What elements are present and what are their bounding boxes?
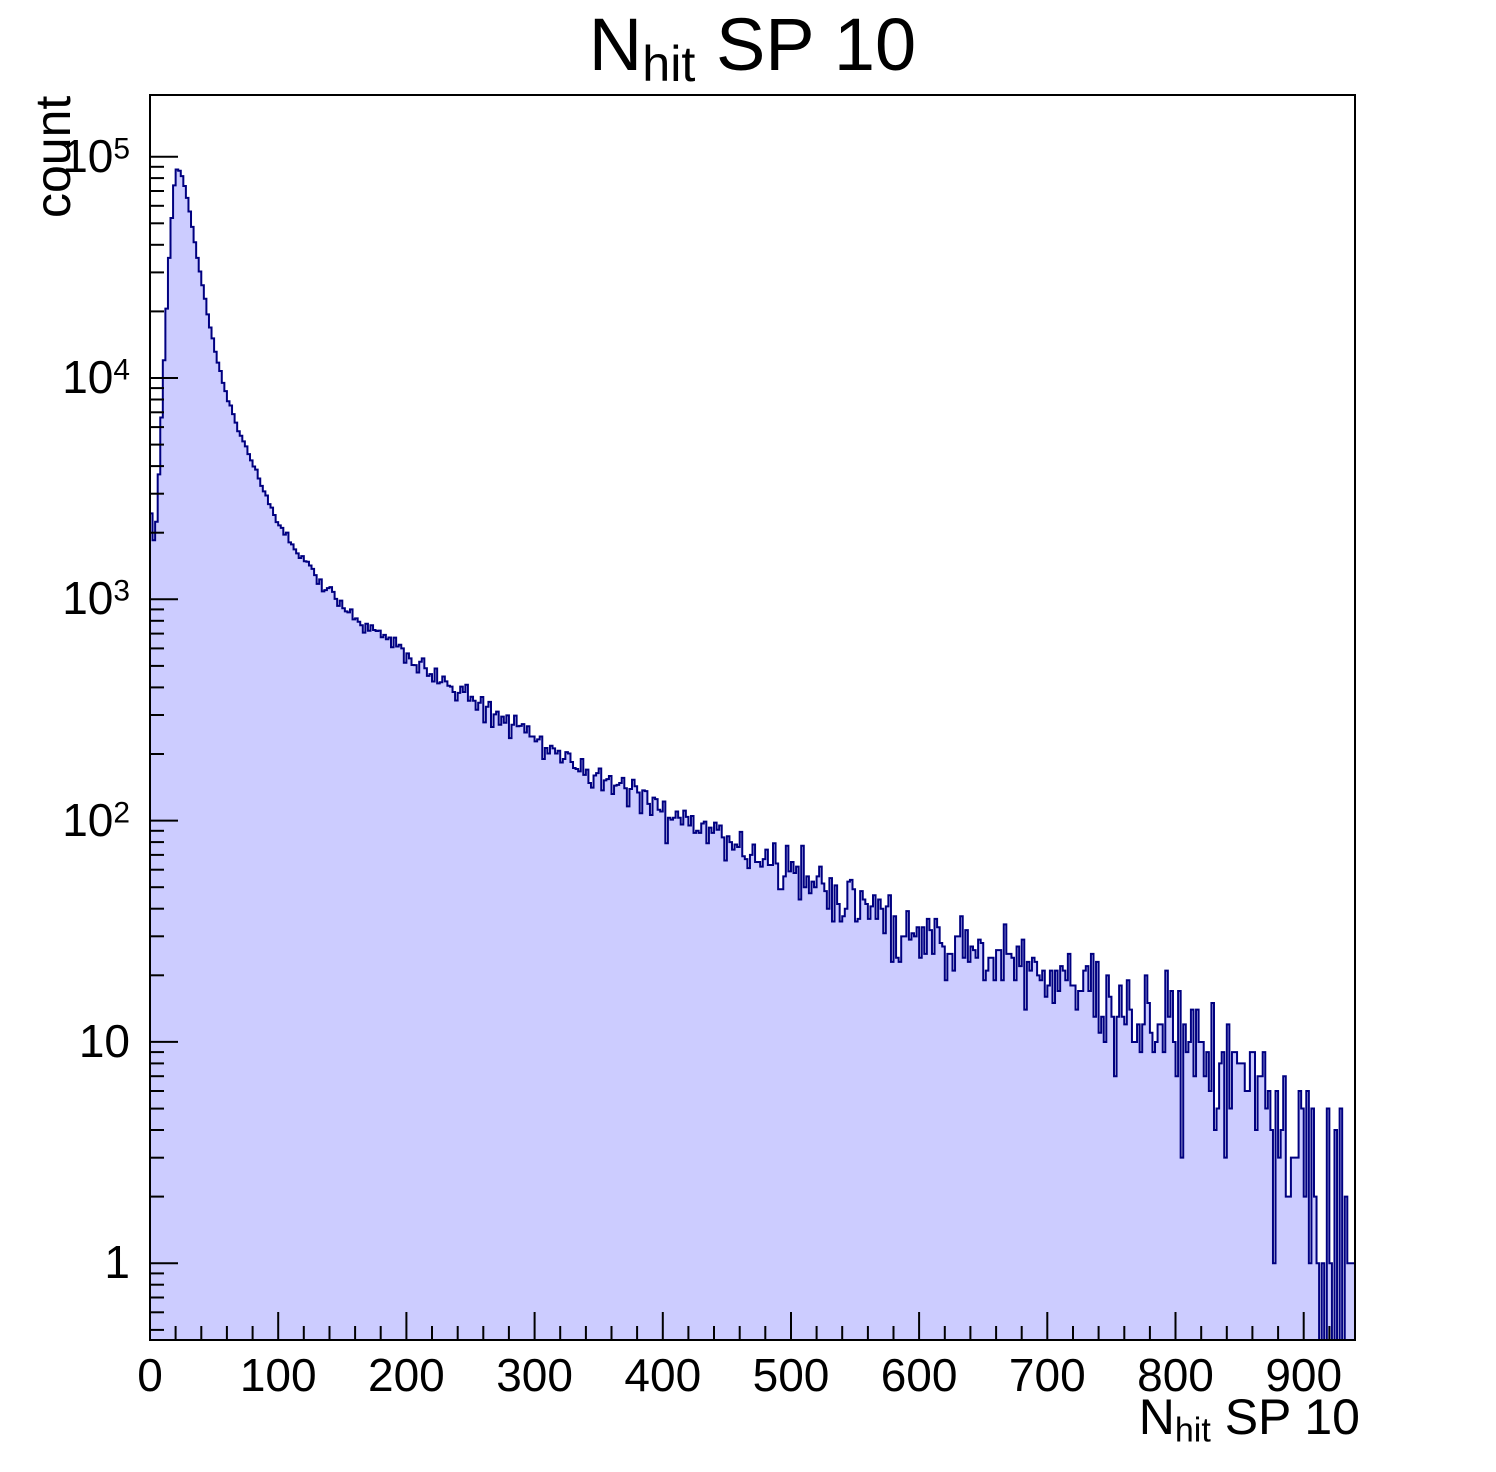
y-axis-title: count (25, 95, 81, 218)
x-axis-title-sub: hit (1174, 1411, 1211, 1450)
axis-ticks (149, 155, 1356, 1340)
histogram-fill (150, 169, 1355, 1340)
x-axis-title: Nhit SP 10 (1139, 1388, 1360, 1450)
x-axis-title-main: N (1138, 1389, 1175, 1445)
chart-title-rest: SP 10 (695, 3, 917, 86)
chart-title: Nhit SP 10 (150, 2, 1355, 93)
x-axis-title-rest: SP 10 (1210, 1389, 1360, 1445)
chart-title-main: N (588, 3, 643, 86)
histogram-outline (149, 168, 1356, 1341)
chart-title-sub: hit (642, 35, 696, 93)
plot-frame (149, 94, 1356, 1341)
